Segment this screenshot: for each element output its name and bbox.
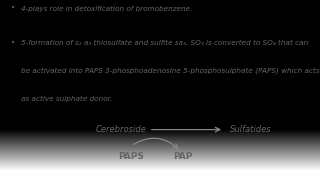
Text: Sulfatides: Sulfatides	[230, 125, 272, 134]
Text: as active sulphate donor.: as active sulphate donor.	[21, 95, 112, 102]
Text: •: •	[11, 40, 16, 46]
Text: 4-plays role in detoxification of bromobenzene.: 4-plays role in detoxification of bromob…	[21, 5, 192, 12]
Text: PAPS: PAPS	[118, 152, 144, 161]
Text: 5-formation of s₂ a₃ thiosulfate and sulfite sa₃. SO₃ is converted to SO₄ that c: 5-formation of s₂ a₃ thiosulfate and sul…	[21, 40, 308, 46]
Text: be activated into PAPS 3-phosphoadenosine 5-phosphosulphate (PAPS) which acts: be activated into PAPS 3-phosphoadenosin…	[21, 68, 319, 74]
Text: •: •	[11, 5, 16, 11]
Text: Cerebroside: Cerebroside	[96, 125, 147, 134]
Text: PAP: PAP	[173, 152, 192, 161]
